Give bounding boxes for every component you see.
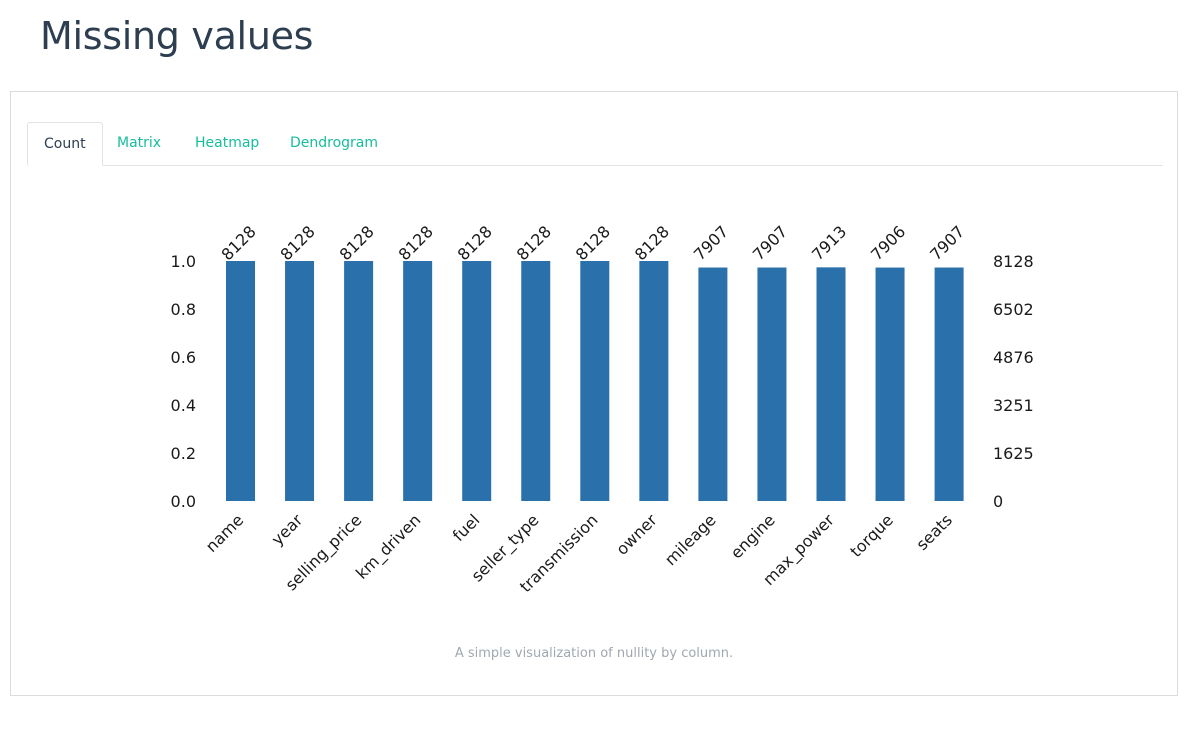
- category-label-seats: seats: [912, 510, 956, 554]
- category-label-owner: owner: [612, 510, 661, 559]
- left-tick-label: 0.6: [171, 348, 196, 367]
- count-label-torque: 7906: [867, 222, 909, 264]
- category-label-year: year: [268, 510, 307, 549]
- count-label-owner: 8128: [631, 222, 673, 264]
- tab-heatmap[interactable]: Heatmap: [195, 135, 260, 151]
- count-label-name: 8128: [217, 222, 259, 264]
- bar-transmission: [580, 261, 610, 501]
- right-tick-label: 0: [993, 492, 1003, 511]
- category-label-mileage: mileage: [661, 510, 720, 569]
- right-tick-label: 3251: [993, 396, 1034, 415]
- category-label-name: name: [202, 510, 248, 556]
- bar-seller_type: [521, 261, 551, 501]
- bar-year: [285, 261, 315, 501]
- tab-count[interactable]: Count: [27, 122, 103, 166]
- left-tick-label: 0.4: [171, 396, 196, 415]
- count-label-mileage: 7907: [690, 222, 732, 264]
- count-label-max_power: 7913: [808, 222, 850, 264]
- page-title: Missing values: [40, 14, 314, 58]
- right-tick-label: 8128: [993, 252, 1034, 271]
- left-tick-label: 0.0: [171, 492, 196, 511]
- left-tick-label: 0.8: [171, 300, 196, 319]
- bar-owner: [639, 261, 669, 501]
- category-label-fuel: fuel: [449, 510, 484, 545]
- count-label-transmission: 8128: [572, 222, 614, 264]
- count-label-selling_price: 8128: [336, 222, 378, 264]
- category-label-engine: engine: [727, 510, 779, 562]
- count-label-seller_type: 8128: [513, 222, 555, 264]
- tab-matrix[interactable]: Matrix: [117, 135, 162, 151]
- bar-fuel: [462, 261, 492, 501]
- bar-torque: [875, 267, 905, 501]
- tab-bar: Count Matrix Heatmap Dendrogram: [27, 122, 1163, 166]
- count-label-engine: 7907: [749, 222, 791, 264]
- right-tick-label: 1625: [993, 444, 1034, 463]
- count-label-seats: 7907: [926, 222, 968, 264]
- bar-mileage: [698, 267, 728, 501]
- bar-max_power: [816, 267, 846, 501]
- category-label-km_driven: km_driven: [352, 510, 425, 583]
- count-label-fuel: 8128: [454, 222, 496, 264]
- bar-name: [226, 261, 255, 501]
- bar-engine: [757, 267, 787, 501]
- count-label-year: 8128: [277, 222, 319, 264]
- tab-dendrogram[interactable]: Dendrogram: [290, 135, 379, 151]
- count-label-km_driven: 8128: [395, 222, 437, 264]
- right-tick-label: 6502: [993, 300, 1034, 319]
- left-tick-label: 1.0: [171, 252, 196, 271]
- bar-seats: [934, 267, 964, 501]
- right-tick-label: 4876: [993, 348, 1034, 367]
- category-label-torque: torque: [846, 510, 897, 561]
- bar-selling_price: [344, 261, 374, 501]
- bar-km_driven: [403, 261, 433, 501]
- left-tick-label: 0.2: [171, 444, 196, 463]
